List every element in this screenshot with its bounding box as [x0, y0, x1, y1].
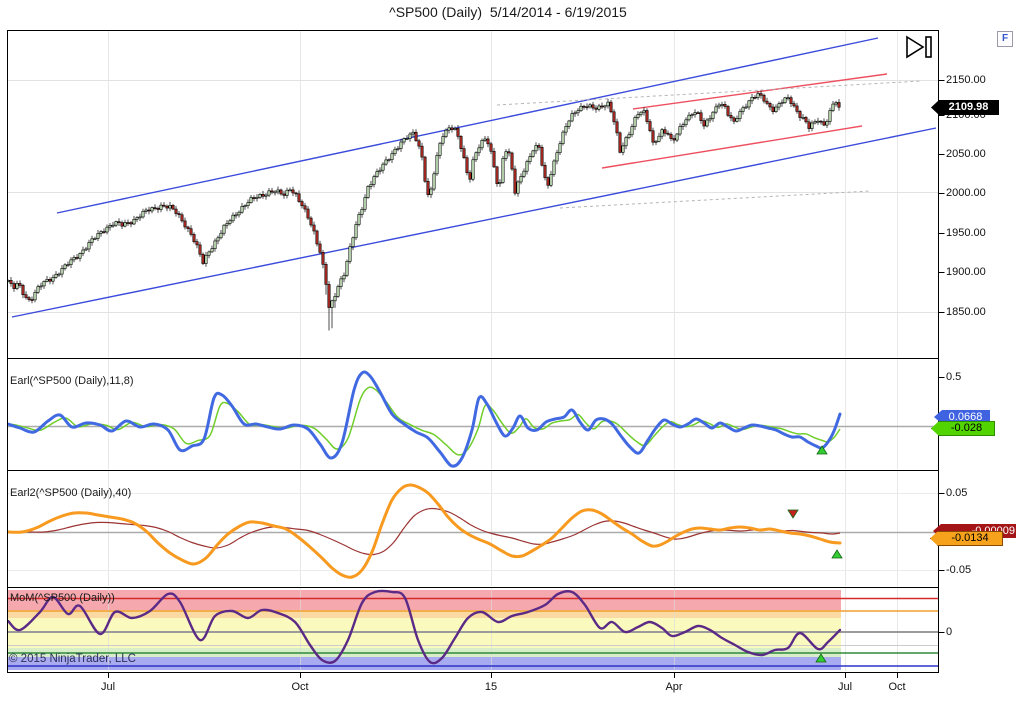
- candlesticks: [7, 90, 841, 331]
- lower-red-channel: [601, 125, 863, 169]
- earl-value-tag: 0.0668: [934, 410, 990, 424]
- mom-line: [7, 589, 842, 665]
- price-axis-label: 1850.00: [946, 306, 986, 318]
- mom-line-path: [7, 589, 842, 665]
- triangle-up-marker: [816, 445, 828, 455]
- earl-panel-label: Earl(^SP500 (Daily),11,8): [10, 375, 134, 387]
- earl-signal-line: [7, 386, 841, 456]
- earl2-value-tag: -0.0134: [930, 531, 1003, 546]
- earl2-line: [7, 483, 842, 579]
- triangle-up-marker: [815, 653, 827, 663]
- upper-gray-dashed: [496, 80, 922, 106]
- chart-title: ^SP500 (Daily) 5/14/2014 - 6/19/2015: [389, 4, 627, 20]
- price-axis-label: 2150.00: [946, 74, 986, 86]
- gridlines: [7, 31, 939, 671]
- lower-gray-dashed: [559, 190, 871, 209]
- price-axis-label: 1950.00: [946, 227, 986, 239]
- x-axis-label: Oct: [291, 681, 309, 693]
- lower-blue-channel: [11, 127, 937, 318]
- x-axis-label: 15: [484, 681, 498, 693]
- earl2-axis-label: 0.05: [946, 487, 968, 499]
- price-axis-label: 1900.00: [946, 266, 986, 278]
- markers: [787, 445, 843, 663]
- earl-axis-label: 0.5: [946, 371, 962, 383]
- earl2-panel-label: Earl2(^SP500 (Daily),40): [10, 487, 132, 499]
- ninjatrader-copyright: © 2015 NinjaTrader, LLC: [9, 653, 136, 665]
- axis-ticks: [108, 80, 945, 678]
- x-axis-label: Apr: [665, 681, 683, 693]
- earl2-axis-label: -0.05: [946, 564, 972, 576]
- current-price-tag: 2109.98: [931, 100, 999, 115]
- earl2-signal-line: [8, 507, 841, 556]
- mom-panel-label: MoM(^SP500 (Daily)): [10, 592, 115, 604]
- price-axis-label: 2000.00: [946, 187, 986, 199]
- x-axis-label: Jul: [100, 681, 116, 693]
- mom-axis-label: 0: [946, 626, 953, 638]
- price-trendlines: [11, 37, 937, 318]
- x-axis-label: Jul: [837, 681, 853, 693]
- earl2-line-path: [7, 483, 842, 579]
- triangle-up-marker: [831, 549, 843, 559]
- x-axis-label: Oct: [888, 681, 906, 693]
- earl-signal-value-tag: -0.028: [931, 421, 995, 436]
- price-axis-label: 2050.00: [946, 148, 986, 160]
- triangle-down-marker: [787, 509, 799, 519]
- panel-borders: [7, 30, 939, 673]
- earl-line-path: [7, 370, 842, 468]
- f-badge[interactable]: F: [997, 31, 1013, 47]
- go-to-last-bar-icon[interactable]: [903, 34, 937, 60]
- earl-line: [7, 370, 842, 468]
- upper-red-channel: [632, 73, 888, 110]
- upper-blue-channel: [56, 37, 879, 214]
